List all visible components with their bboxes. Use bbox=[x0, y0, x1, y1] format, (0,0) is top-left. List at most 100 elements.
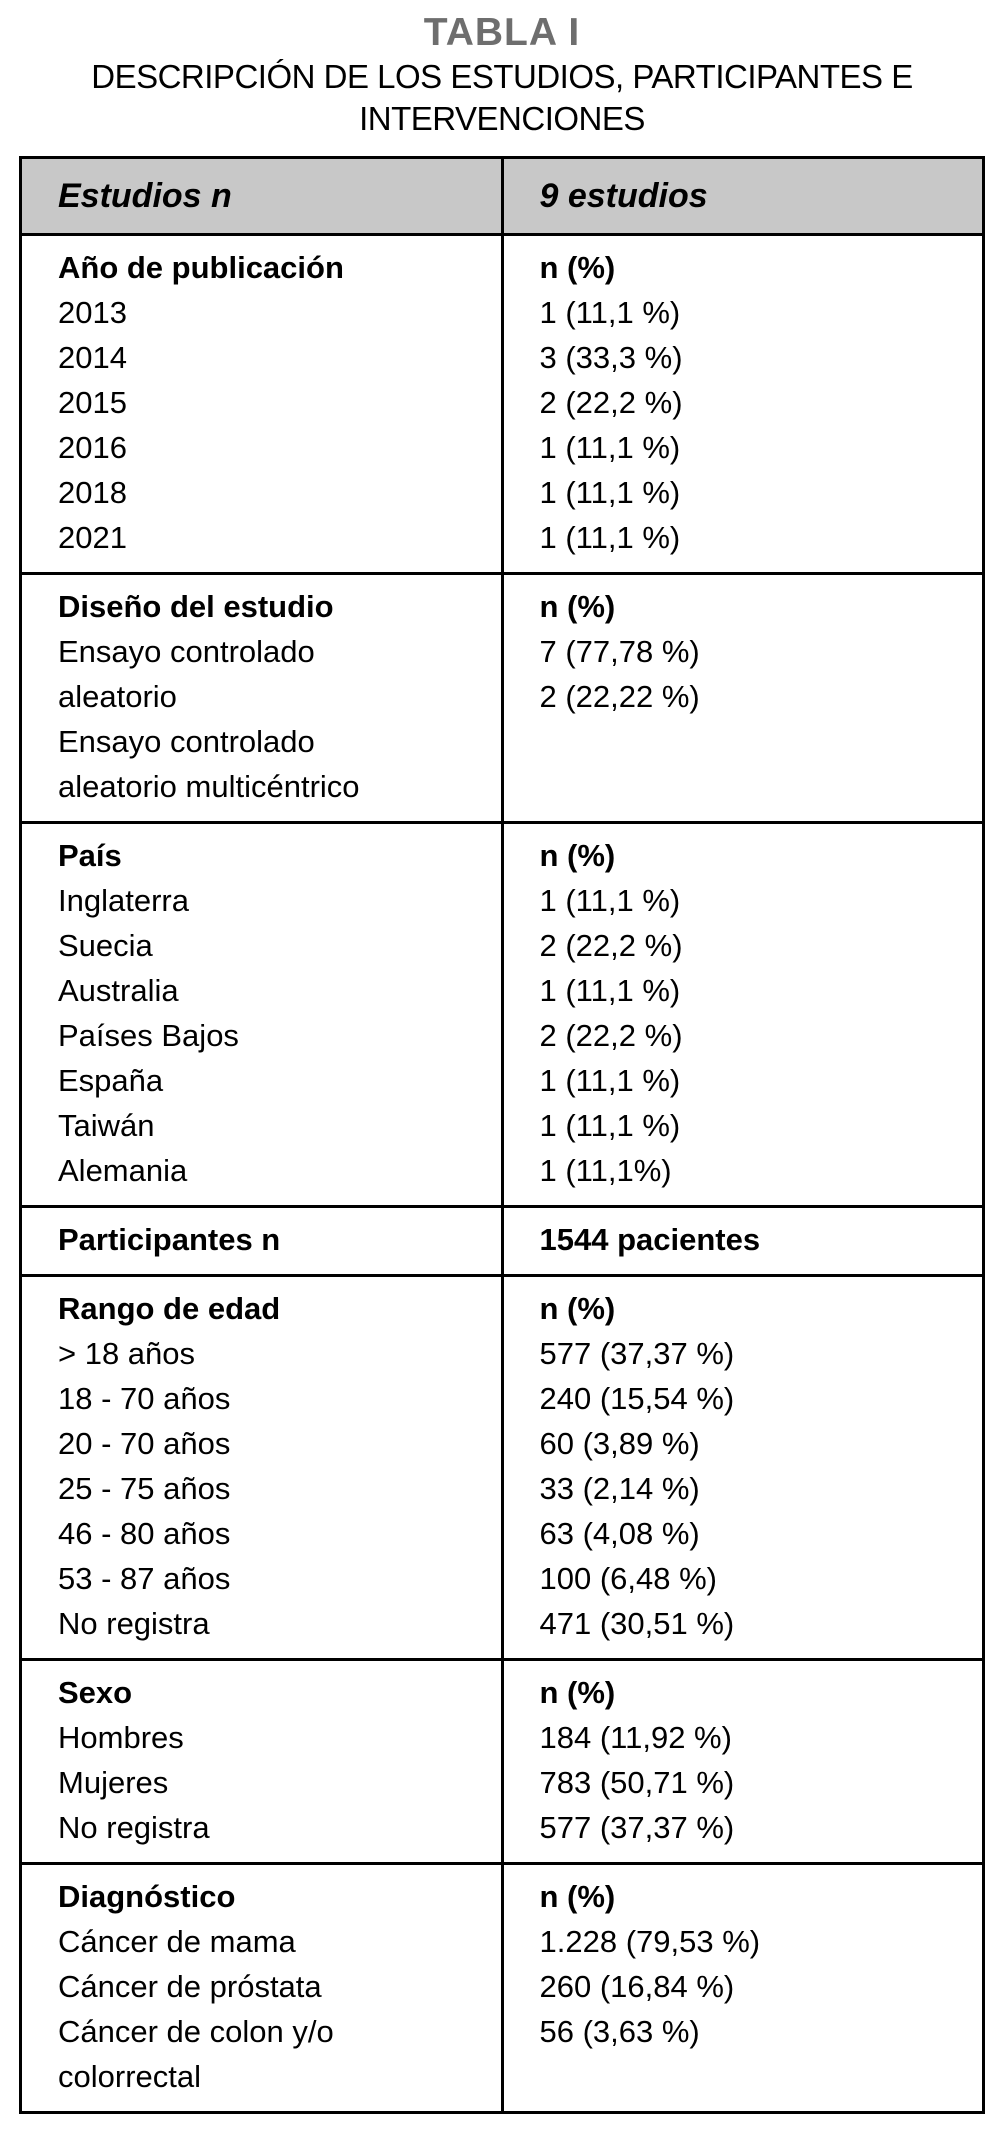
section-label: Año de publicación bbox=[58, 250, 344, 285]
row-value: 63 (4,08 %) bbox=[539, 1516, 700, 1551]
section-value-header: n (%) bbox=[539, 250, 616, 285]
table-title: TABLA I bbox=[423, 11, 581, 54]
section-label-cell: Participantes n bbox=[19, 1205, 504, 1277]
row-label: 2018 bbox=[58, 475, 127, 510]
section-label-cell: Diseño del estudio Ensayo controlado ale… bbox=[19, 572, 504, 824]
section-labels: Rango de edad > 18 años 18 - 70 años 20 - … bbox=[58, 1286, 430, 1646]
section-labels: País Inglaterra Suecia Australia Países Baj… bbox=[58, 833, 430, 1193]
row-label: 53 - 87 años bbox=[58, 1561, 231, 1596]
row-label: 2016 bbox=[58, 430, 127, 465]
row-label: Inglaterra bbox=[58, 883, 189, 918]
row-value: 1 (11,1 %) bbox=[539, 295, 681, 330]
section-label: País bbox=[58, 838, 122, 873]
table-header-row: Estudios n 9 estudios bbox=[19, 156, 985, 236]
row-value: 7 (77,78 %) bbox=[539, 634, 700, 669]
section-values: n (%) 1.228 (79,53 %) 260 (16,84 %) 56 (3,… bbox=[540, 1874, 965, 2054]
row-value: 1 (11,1 %) bbox=[539, 475, 681, 510]
row-value: 1 (11,1 %) bbox=[539, 430, 681, 465]
row-label: Taiwán bbox=[58, 1108, 155, 1143]
row-value: 240 (15,54 %) bbox=[539, 1381, 735, 1416]
section-value-cell: n (%) 7 (77,78 %) 2 (22,22 %) bbox=[500, 572, 985, 824]
section-value-header: n (%) bbox=[539, 589, 616, 624]
section-row: Diseño del estudio Ensayo controlado ale… bbox=[19, 572, 985, 824]
row-label: 2015 bbox=[58, 385, 127, 420]
row-label: Ensayo controlado aleatorio bbox=[58, 634, 315, 714]
table-subtitle: DESCRIPCIÓN DE LOS ESTUDIOS, PARTICIPANT… bbox=[12, 56, 992, 140]
section-labels: Diagnóstico Cáncer de mama Cáncer de prós… bbox=[58, 1874, 430, 2099]
row-value: 184 (11,92 %) bbox=[539, 1720, 732, 1755]
section-row: País Inglaterra Suecia Australia Países Baj… bbox=[19, 821, 985, 1208]
section-values: n (%) 1 (11,1 %) 3 (33,3 %) 2 (22,2 %) 1 (1… bbox=[540, 245, 965, 560]
row-label: Cáncer de próstata bbox=[58, 1969, 322, 2004]
section-value-header: n (%) bbox=[539, 838, 616, 873]
row-label: Países Bajos bbox=[58, 1018, 239, 1053]
row-label: Alemania bbox=[58, 1153, 188, 1188]
row-value: 577 (37,37 %) bbox=[539, 1810, 735, 1845]
row-label: 2021 bbox=[58, 520, 127, 555]
row-label: Cáncer de mama bbox=[58, 1924, 296, 1959]
row-label: Australia bbox=[58, 973, 179, 1008]
table-body: Año de publicación 2013 2014 2015 2016 2018 2… bbox=[19, 233, 985, 2114]
row-label: Hombres bbox=[58, 1720, 184, 1755]
section-row: Diagnóstico Cáncer de mama Cáncer de prós… bbox=[19, 1862, 985, 2114]
row-label: España bbox=[58, 1063, 164, 1098]
section-value-header: 1544 pacientes bbox=[539, 1222, 761, 1257]
row-value: 56 (3,63 %) bbox=[539, 2014, 700, 2049]
row-label: Ensayo controlado aleatorio multicéntric… bbox=[58, 724, 360, 804]
section-values: n (%) 184 (11,92 %) 783 (50,71 %) 577 (37,… bbox=[540, 1670, 965, 1850]
section-label-cell: Rango de edad > 18 años 18 - 70 años 20 - … bbox=[19, 1274, 504, 1661]
row-value: 2 (22,22 %) bbox=[539, 679, 700, 714]
section-label: Rango de edad bbox=[58, 1291, 281, 1326]
section-value-cell: n (%) 1 (11,1 %) 2 (22,2 %) 1 (11,1 %) 2 (2… bbox=[500, 821, 985, 1208]
section-labels: Año de publicación 2013 2014 2015 2016 2018 2… bbox=[58, 245, 430, 560]
column-header-total: 9 estudios bbox=[500, 156, 985, 236]
row-value: 2 (22,2 %) bbox=[539, 385, 683, 420]
section-values: n (%) 7 (77,78 %) 2 (22,22 %) bbox=[540, 584, 965, 719]
section-labels: Participantes n bbox=[58, 1217, 430, 1262]
row-value: 1 (11,1%) bbox=[539, 1153, 672, 1188]
section-label: Participantes n bbox=[58, 1222, 281, 1257]
section-label-cell: País Inglaterra Suecia Australia Países Baj… bbox=[19, 821, 504, 1208]
row-value: 260 (16,84 %) bbox=[539, 1969, 735, 2004]
row-value: 33 (2,14 %) bbox=[539, 1471, 700, 1506]
section-label: Diagnóstico bbox=[58, 1879, 236, 1914]
row-value: 1 (11,1 %) bbox=[539, 1108, 681, 1143]
row-value: 2 (22,2 %) bbox=[539, 928, 683, 963]
section-row: Rango de edad > 18 años 18 - 70 años 20 - … bbox=[19, 1274, 985, 1661]
row-value: 1 (11,1 %) bbox=[539, 973, 681, 1008]
section-row: Año de publicación 2013 2014 2015 2016 2018 2… bbox=[19, 233, 985, 575]
section-value-cell: n (%) 1.228 (79,53 %) 260 (16,84 %) 56 (3,… bbox=[500, 1862, 985, 2114]
row-label: 2014 bbox=[58, 340, 127, 375]
row-value: 1 (11,1 %) bbox=[539, 520, 681, 555]
row-label: 20 - 70 años bbox=[58, 1426, 231, 1461]
row-label: Mujeres bbox=[58, 1765, 169, 1800]
row-value: 60 (3,89 %) bbox=[539, 1426, 700, 1461]
row-value: 1.228 (79,53 %) bbox=[539, 1924, 761, 1959]
section-label-cell: Diagnóstico Cáncer de mama Cáncer de prós… bbox=[19, 1862, 504, 2114]
section-row: Participantes n 1544 pacientes bbox=[19, 1205, 985, 1277]
row-value: 1 (11,1 %) bbox=[539, 1063, 681, 1098]
section-value-cell: n (%) 184 (11,92 %) 783 (50,71 %) 577 (37,… bbox=[500, 1658, 985, 1865]
section-labels: Diseño del estudio Ensayo controlado ale… bbox=[58, 584, 430, 809]
row-label: No registra bbox=[58, 1810, 210, 1845]
section-values: n (%) 1 (11,1 %) 2 (22,2 %) 1 (11,1 %) 2 (2… bbox=[540, 833, 965, 1193]
section-label-cell: Sexo Hombres Mujeres No registra bbox=[19, 1658, 504, 1865]
section-values: 1544 pacientes bbox=[540, 1217, 965, 1262]
row-value: 577 (37,37 %) bbox=[539, 1336, 735, 1371]
section-label: Sexo bbox=[58, 1675, 133, 1710]
table-head: Estudios n 9 estudios bbox=[19, 156, 985, 236]
row-value: 1 (11,1 %) bbox=[539, 883, 681, 918]
section-values: n (%) 577 (37,37 %) 240 (15,54 %) 60 (3,89… bbox=[540, 1286, 965, 1646]
row-value: 471 (30,51 %) bbox=[539, 1606, 735, 1641]
row-label: > 18 años bbox=[58, 1336, 196, 1371]
section-value-cell: 1544 pacientes bbox=[500, 1205, 985, 1277]
row-label: Suecia bbox=[58, 928, 153, 963]
row-label: 25 - 75 años bbox=[58, 1471, 231, 1506]
section-value-cell: n (%) 577 (37,37 %) 240 (15,54 %) 60 (3,89… bbox=[500, 1274, 985, 1661]
section-row: Sexo Hombres Mujeres No registra n (%) 184… bbox=[19, 1658, 985, 1865]
row-value: 2 (22,2 %) bbox=[539, 1018, 683, 1053]
section-label-cell: Año de publicación 2013 2014 2015 2016 2018 2… bbox=[19, 233, 504, 575]
section-value-header: n (%) bbox=[539, 1879, 616, 1914]
table-subtitle-line-2: INTERVENCIONES bbox=[359, 100, 645, 137]
